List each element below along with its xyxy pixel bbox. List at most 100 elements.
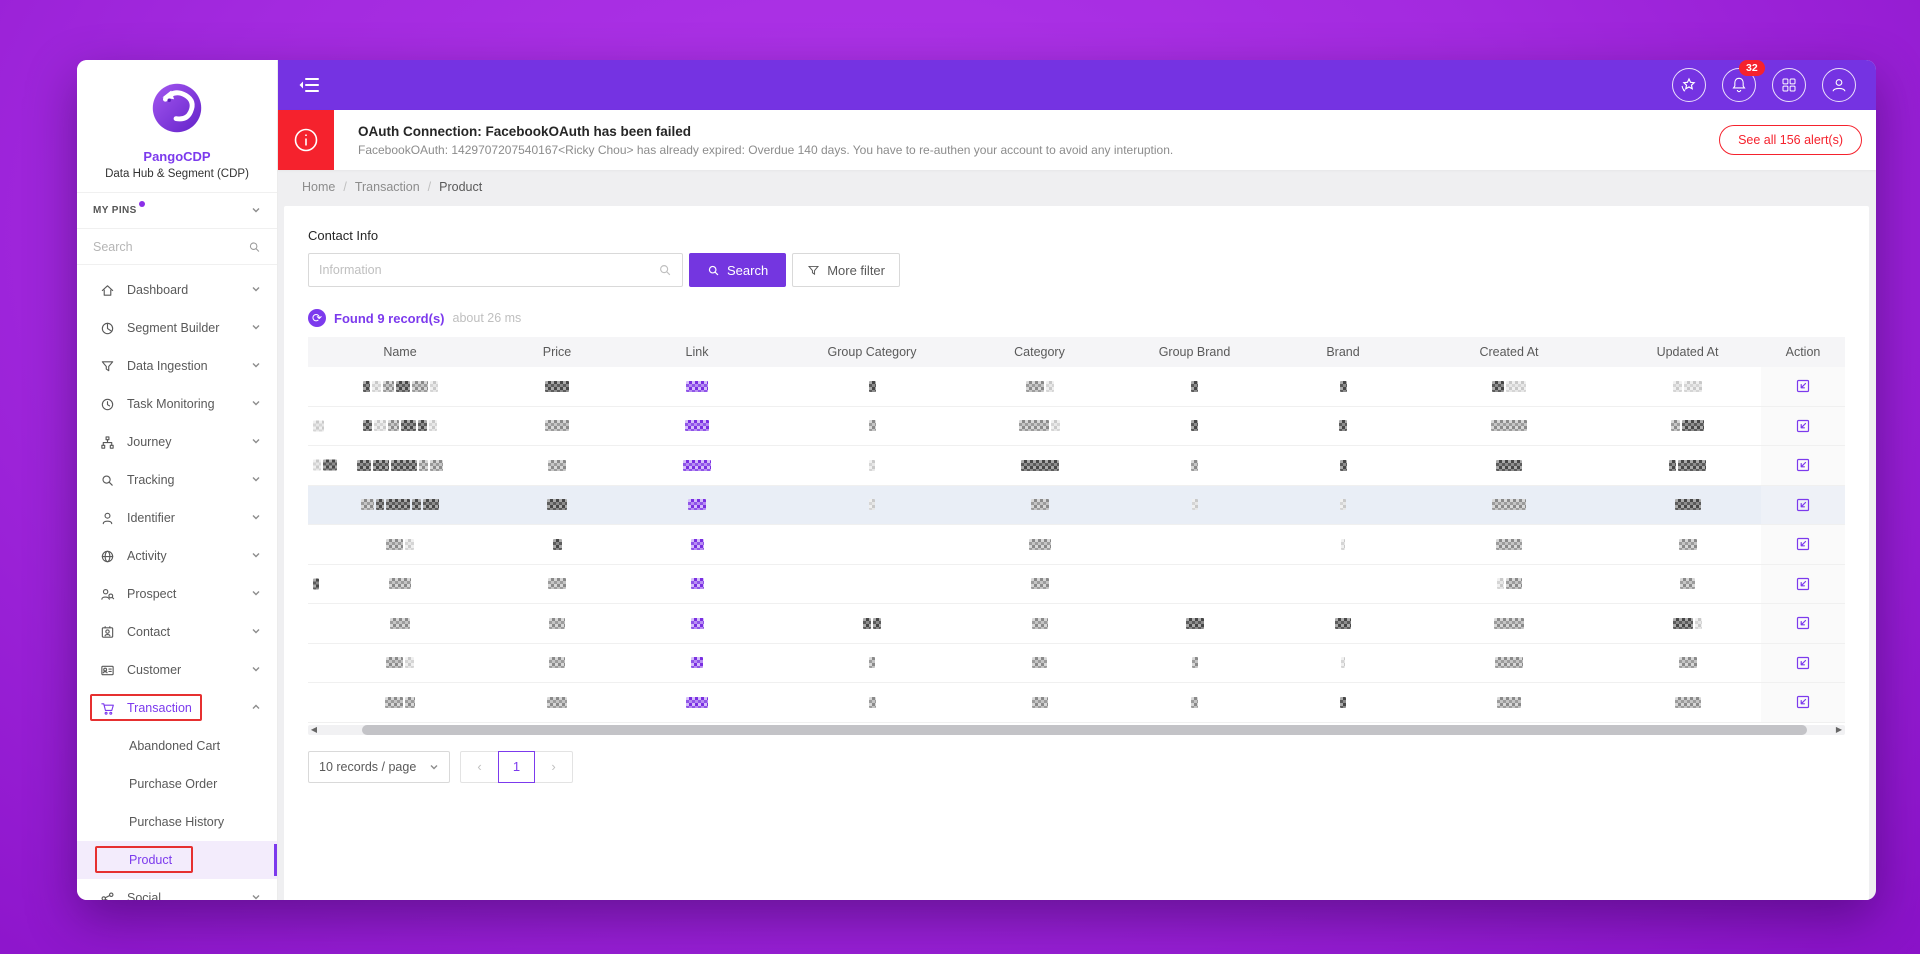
open-record-icon[interactable]	[1795, 694, 1811, 710]
row-action-button[interactable]	[1761, 643, 1845, 682]
open-record-icon[interactable]	[1795, 655, 1811, 671]
sidebar-subitem-abandoned-cart[interactable]: Abandoned Cart	[77, 727, 277, 765]
favorites-star-icon[interactable]	[1672, 68, 1706, 102]
table-row[interactable]	[308, 485, 1845, 525]
open-record-icon[interactable]	[1795, 378, 1811, 394]
cell-link	[622, 407, 772, 446]
horizontal-scrollbar[interactable]: ◀ ▶	[308, 724, 1845, 735]
my-pins-section[interactable]: MY PINS	[77, 193, 277, 229]
sidebar-item-task-monitoring[interactable]: Task Monitoring	[77, 385, 277, 423]
redacted-data-blob	[1496, 538, 1522, 550]
redacted-data-blob	[1191, 459, 1198, 471]
row-action-button[interactable]	[1761, 683, 1845, 722]
sidebar-item-customer[interactable]: Customer	[77, 651, 277, 689]
sidebar-item-identifier[interactable]: Identifier	[77, 499, 277, 537]
notifications-bell-icon[interactable]: 32	[1722, 60, 1765, 102]
table-row[interactable]	[308, 446, 1845, 486]
see-all-alerts-button[interactable]: See all 156 alert(s)	[1719, 125, 1862, 155]
sidebar-item-contact[interactable]: Contact	[77, 613, 277, 651]
redacted-data-blob	[1341, 538, 1345, 550]
redacted-data-blob	[691, 657, 703, 669]
redacted-data-blob	[547, 696, 567, 708]
open-record-icon[interactable]	[1795, 497, 1811, 513]
row-action-button[interactable]	[1761, 525, 1845, 564]
sidebar-item-dashboard[interactable]: Dashboard	[77, 271, 277, 309]
redacted-data-blob	[548, 459, 566, 471]
cell-gc	[772, 644, 972, 683]
open-record-icon[interactable]	[1795, 615, 1811, 631]
cell-ua	[1614, 446, 1761, 485]
open-record-icon[interactable]	[1795, 457, 1811, 473]
sidebar-item-transaction[interactable]: Transaction	[77, 689, 277, 727]
products-table: Name Price Link Group Category Category Group…	[308, 337, 1845, 735]
column-header-link: Link	[685, 345, 709, 359]
information-input[interactable]	[319, 263, 658, 277]
table-row[interactable]	[308, 564, 1845, 604]
row-action-button[interactable]	[1761, 564, 1845, 603]
cart-icon	[99, 700, 115, 716]
cell-cat	[972, 407, 1107, 446]
sidebar-subitem-purchase-order[interactable]: Purchase Order	[77, 765, 277, 803]
cell-ua	[1614, 604, 1761, 643]
apps-grid-icon[interactable]	[1772, 68, 1806, 102]
cell-link	[622, 604, 772, 643]
scrollbar-thumb[interactable]	[361, 724, 1807, 735]
column-header-price: Price	[542, 345, 572, 359]
scroll-left-arrow-icon[interactable]: ◀	[310, 725, 318, 734]
redacted-data-blob	[548, 578, 566, 590]
menu-fold-icon[interactable]	[298, 72, 324, 98]
open-record-icon[interactable]	[1795, 576, 1811, 592]
scroll-right-arrow-icon[interactable]: ▶	[1835, 725, 1843, 734]
id-card-icon	[99, 662, 115, 678]
redacted-data-blob	[1191, 657, 1198, 669]
open-record-icon[interactable]	[1795, 536, 1811, 552]
cell-brand	[1282, 565, 1404, 604]
notification-count-badge: 32	[1739, 60, 1765, 76]
globe-icon	[99, 548, 115, 564]
row-action-button[interactable]	[1761, 367, 1845, 406]
cell-brand	[1282, 683, 1404, 722]
user-avatar-icon[interactable]	[1822, 68, 1856, 102]
sidebar-item-journey[interactable]: Journey	[77, 423, 277, 461]
row-action-button[interactable]	[1761, 485, 1845, 524]
sidebar-item-segment-builder[interactable]: Segment Builder	[77, 309, 277, 347]
table-row[interactable]	[308, 406, 1845, 446]
sidebar-item-tracking[interactable]: Tracking	[77, 461, 277, 499]
pie-icon	[99, 320, 115, 336]
sidebar-subitem-product[interactable]: Product	[77, 841, 277, 879]
content-area: Contact Info Search	[278, 203, 1876, 900]
sidebar-item-label: Segment Builder	[127, 321, 220, 335]
chevron-down-icon[interactable]	[251, 202, 261, 220]
table-row[interactable]	[308, 683, 1845, 723]
chevron-down-icon	[251, 547, 261, 565]
sidebar-item-label: Journey	[127, 435, 172, 449]
cell-cat	[972, 367, 1107, 406]
more-filter-button[interactable]: More filter	[792, 253, 900, 287]
sidebar-item-social[interactable]: Social	[77, 879, 277, 900]
sidebar-item-label: Social	[127, 891, 162, 900]
cell-gb	[1107, 446, 1282, 485]
table-row[interactable]	[308, 643, 1845, 683]
breadcrumb-home[interactable]: Home	[302, 179, 336, 194]
table-row[interactable]	[308, 525, 1845, 565]
sidebar-item-activity[interactable]: Activity	[77, 537, 277, 575]
table-row[interactable]	[308, 604, 1845, 644]
row-action-button[interactable]	[1761, 446, 1845, 485]
row-action-button[interactable]	[1761, 604, 1845, 643]
sidebar-search-input[interactable]	[93, 239, 249, 254]
previous-page-button[interactable]: ‹	[477, 759, 482, 774]
redacted-data-blob	[686, 696, 708, 708]
sidebar-subitem-purchase-history[interactable]: Purchase History	[77, 803, 277, 841]
page-size-select[interactable]: 10 records / page	[308, 750, 450, 783]
redacted-data-blob	[374, 420, 386, 432]
redacted-data-blob	[386, 657, 403, 669]
table-row[interactable]	[308, 367, 1845, 407]
open-record-icon[interactable]	[1795, 418, 1811, 434]
search-button[interactable]: Search	[689, 253, 787, 287]
current-page-button[interactable]: 1	[498, 750, 535, 783]
row-action-button[interactable]	[1761, 406, 1845, 445]
sidebar-item-data-ingestion[interactable]: Data Ingestion	[77, 347, 277, 385]
breadcrumb-transaction[interactable]: Transaction	[354, 179, 420, 194]
next-page-button[interactable]: ›	[551, 759, 556, 774]
sidebar-item-prospect[interactable]: Prospect	[77, 575, 277, 613]
